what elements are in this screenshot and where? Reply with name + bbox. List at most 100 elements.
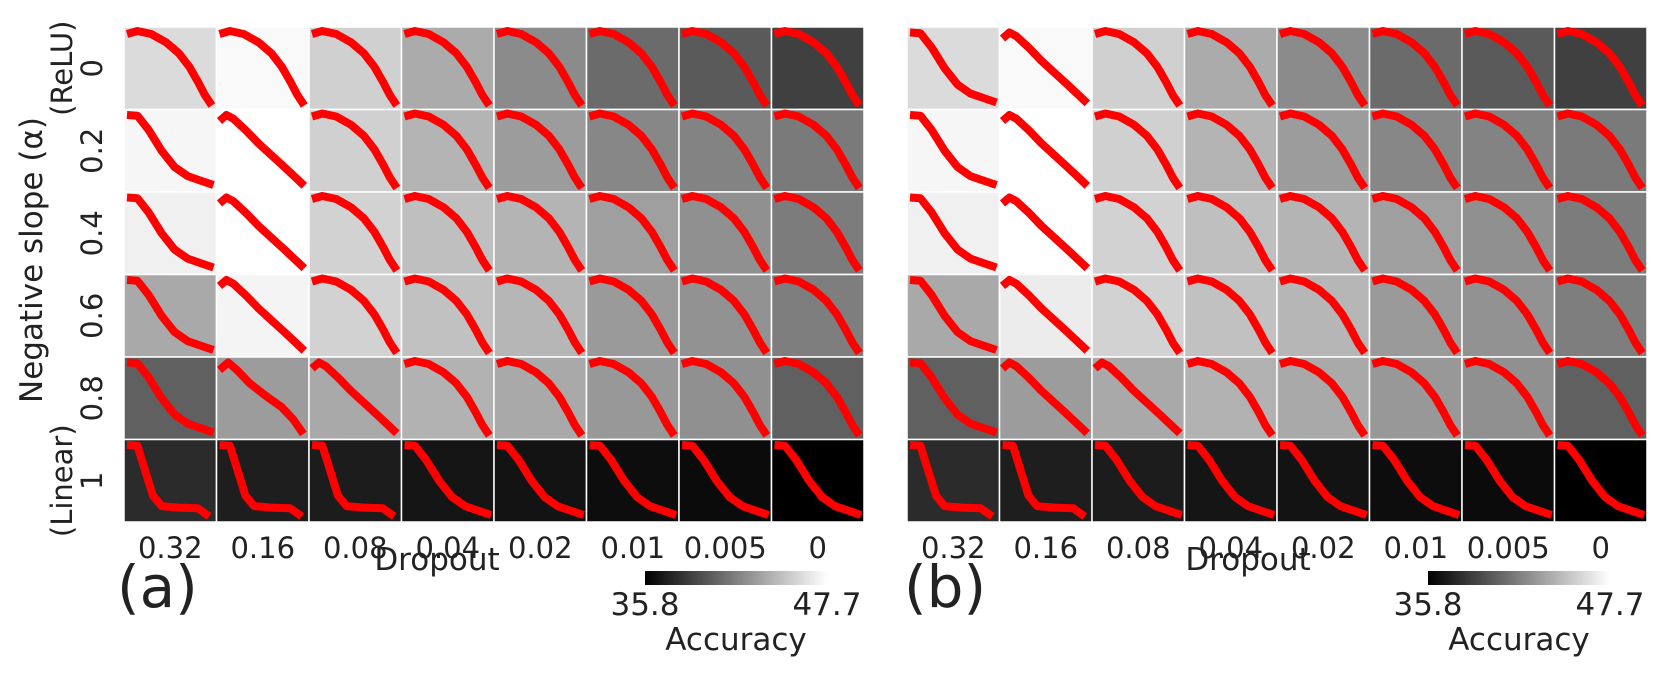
- y-tick-label: 0.4: [75, 210, 109, 256]
- x-tick-label: 0.04: [1198, 531, 1263, 565]
- accuracy-curve-r3-c7: [773, 274, 863, 356]
- accuracy-curve-r0-c5: [588, 27, 678, 108]
- accuracy-curve-r3-c6: [680, 274, 771, 356]
- x-tick-label: 0.08: [323, 531, 388, 565]
- accuracy-curve-r1-c0: [126, 111, 215, 189]
- colorbar-b: [1428, 571, 1610, 585]
- accuracy-curve-r2-c6: [1463, 192, 1554, 273]
- accuracy-curve-r3-c5: [1371, 274, 1461, 356]
- accuracy-curve-r0-c0: [909, 28, 998, 107]
- accuracy-curve-r1-c4: [1278, 109, 1369, 191]
- x-tick-label: 0.005: [1467, 531, 1550, 565]
- accuracy-curve-r2-c1: [999, 193, 1091, 272]
- accuracy-curve-r4-c4: [1278, 357, 1369, 438]
- accuracy-curve-r4-c0: [909, 358, 998, 437]
- accuracy-curve-r0-c3: [403, 27, 493, 108]
- y-tick-label: 0: [75, 59, 109, 77]
- accuracy-curve-r0-c7: [773, 27, 863, 108]
- accuracy-curve-r0-c1: [218, 27, 308, 108]
- accuracy-curve-r1-c0: [909, 111, 998, 189]
- accuracy-curve-r5-c2: [311, 441, 397, 520]
- colorbar-title-a: Accuracy: [665, 622, 807, 658]
- colorbar-min-label-a: 35.8: [610, 587, 679, 623]
- accuracy-curve-r4-c0: [126, 358, 215, 437]
- colorbar-min-label-b: 35.8: [1393, 587, 1462, 623]
- accuracy-curve-r3-c4: [495, 274, 586, 356]
- x-tick-label: 0.04: [415, 531, 480, 565]
- accuracy-curve-r5-c3: [1187, 441, 1276, 519]
- accuracy-curve-r4-c3: [403, 357, 493, 438]
- accuracy-curve-r0-c7: [1556, 27, 1646, 108]
- accuracy-curve-r0-c6: [1463, 27, 1554, 108]
- accuracy-curve-r5-c0: [126, 441, 212, 520]
- accuracy-curve-r2-c1: [216, 193, 308, 272]
- accuracy-curve-r2-c5: [1371, 192, 1461, 273]
- x-tick-label: 0.01: [600, 531, 665, 565]
- x-tick-label: 0: [809, 531, 827, 565]
- x-tick-label: 0.16: [1013, 531, 1078, 565]
- accuracy-curve-r5-c4: [496, 441, 585, 519]
- accuracy-curve-r2-c2: [1093, 192, 1184, 273]
- heatmap-cells-a: [123, 26, 865, 523]
- accuracy-curve-r5-c0: [909, 441, 995, 520]
- accuracy-curve-r3-c0: [126, 276, 215, 354]
- y-tick-label: 0.8: [75, 375, 109, 421]
- accuracy-curve-r5-c5: [1372, 441, 1461, 519]
- accuracy-curve-r2-c5: [588, 192, 678, 273]
- accuracy-curve-r2-c3: [403, 192, 493, 273]
- accuracy-curve-r2-c4: [1278, 192, 1369, 273]
- accuracy-curve-r5-c6: [681, 441, 770, 519]
- x-axis-label-a: Dropout: [374, 542, 499, 578]
- accuracy-curve-r4-c3: [1186, 357, 1276, 438]
- accuracy-curve-r4-c6: [1463, 357, 1554, 438]
- accuracy-curve-r4-c7: [773, 357, 863, 438]
- accuracy-curve-r3-c7: [1556, 274, 1646, 356]
- heatmap-panel-a: 0.32 0.16 0.08 0.04 0.02 0.01 0.005 0 0(ReLU)0.…: [14, 21, 865, 658]
- accuracy-curve-r4-c1: [999, 358, 1091, 437]
- accuracy-curve-r2-c3: [1186, 192, 1276, 273]
- accuracy-curve-r1-c4: [495, 109, 586, 191]
- accuracy-curve-r0-c3: [1186, 27, 1276, 108]
- accuracy-curve-r5-c4: [1279, 441, 1368, 519]
- accuracy-curve-r1-c3: [1186, 109, 1276, 191]
- x-tick-label: 0: [1592, 531, 1610, 565]
- accuracy-curve-r4-c2: [309, 358, 400, 437]
- accuracy-curve-r0-c2: [310, 27, 401, 108]
- accuracy-curve-r1-c3: [403, 109, 493, 191]
- accuracy-curve-r1-c1: [216, 111, 308, 189]
- accuracy-curve-r3-c1: [216, 276, 308, 354]
- accuracy-curve-r3-c3: [403, 274, 493, 356]
- accuracy-curve-r0-c4: [495, 27, 586, 108]
- accuracy-curve-r4-c7: [1556, 357, 1646, 438]
- x-axis-label-b: Dropout: [1185, 542, 1310, 578]
- accuracy-curve-r0-c4: [1278, 27, 1369, 108]
- accuracy-curve-r2-c6: [680, 192, 771, 273]
- accuracy-curve-r1-c6: [680, 109, 771, 191]
- accuracy-curve-r4-c1: [216, 358, 307, 437]
- accuracy-curve-r3-c6: [1463, 274, 1554, 356]
- accuracy-curve-r0-c2: [1093, 27, 1184, 108]
- heatmap-panel-b: 0.32 0.16 0.08 0.04 0.02 0.01 0.005 0 Dropout (…: [904, 26, 1648, 658]
- accuracy-curve-r4-c4: [495, 357, 586, 438]
- x-tick-label: 0.32: [921, 531, 986, 565]
- accuracy-curve-r3-c3: [1186, 274, 1276, 356]
- accuracy-curve-r5-c7: [1557, 441, 1646, 519]
- colorbar-a: [645, 571, 827, 585]
- panel-label-a: (a): [117, 553, 198, 621]
- accuracy-curve-r0-c0: [125, 27, 216, 108]
- accuracy-curve-r1-c2: [1093, 109, 1184, 191]
- accuracy-curve-r3-c1: [999, 276, 1091, 354]
- accuracy-curve-r2-c7: [773, 192, 863, 273]
- accuracy-curve-r5-c5: [589, 441, 678, 519]
- accuracy-curve-r2-c2: [310, 192, 401, 273]
- colorbar-max-label-b: 47.7: [1575, 587, 1644, 623]
- accuracy-curve-r5-c3: [404, 441, 493, 519]
- accuracy-curve-r1-c5: [588, 109, 678, 191]
- accuracy-curve-r5-c2: [1094, 441, 1183, 519]
- accuracy-curve-r5-c7: [774, 441, 863, 519]
- colorbar-max-label-a: 47.7: [792, 587, 861, 623]
- x-tick-labels-b: 0.32 0.16 0.08 0.04 0.02 0.01 0.005 0: [921, 531, 1610, 565]
- y-tick-label: 1: [75, 472, 109, 490]
- accuracy-curves-a: [125, 27, 863, 520]
